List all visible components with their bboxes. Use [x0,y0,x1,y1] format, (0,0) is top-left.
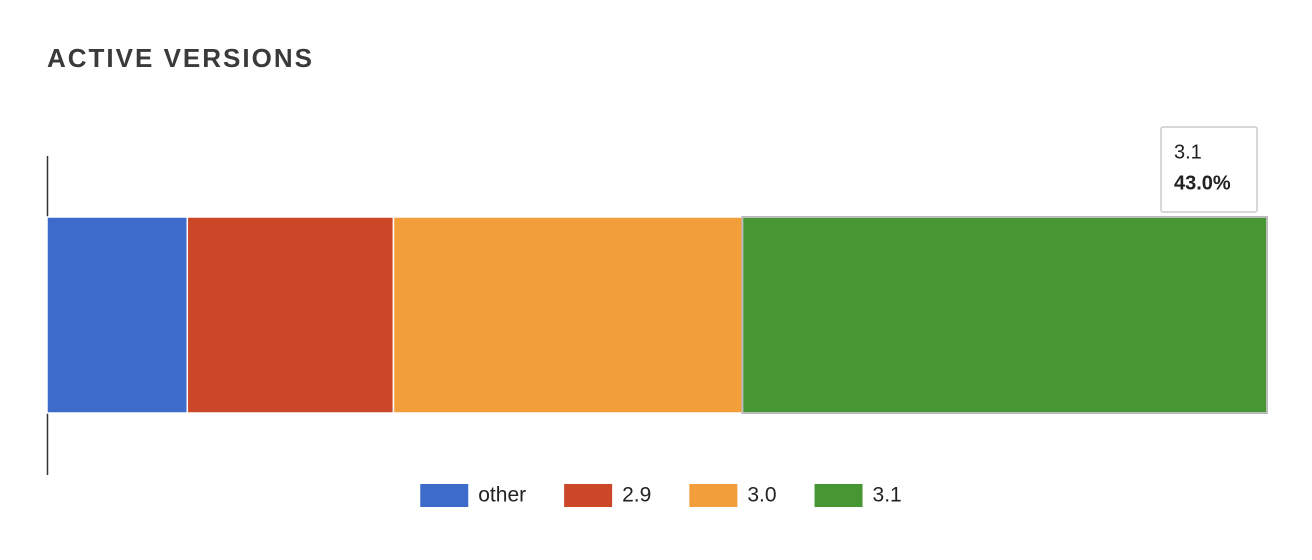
bar-segment [46,216,189,414]
legend-swatch [814,484,863,507]
bar-segment [741,216,1268,414]
legend-label: other [478,484,526,507]
legend-label: 3.1 [873,484,902,507]
legend-swatch [564,484,613,507]
bar-segment [186,216,395,414]
legend-label: 3.0 [747,484,776,507]
legend-swatch [689,484,738,507]
tooltip-series: 3.1 [1174,141,1202,163]
tooltip-value: 43.0% [1174,172,1231,194]
legend-swatch [420,484,469,507]
chart-title: ACTIVE VERSIONS [47,43,314,73]
legend: other 2.9 3.0 3.1 [420,484,902,507]
legend-label: 2.9 [622,484,651,507]
tooltip: 3.1 43.0% [1160,126,1258,213]
tooltip-box [1160,126,1258,213]
bar-segment [392,216,744,414]
